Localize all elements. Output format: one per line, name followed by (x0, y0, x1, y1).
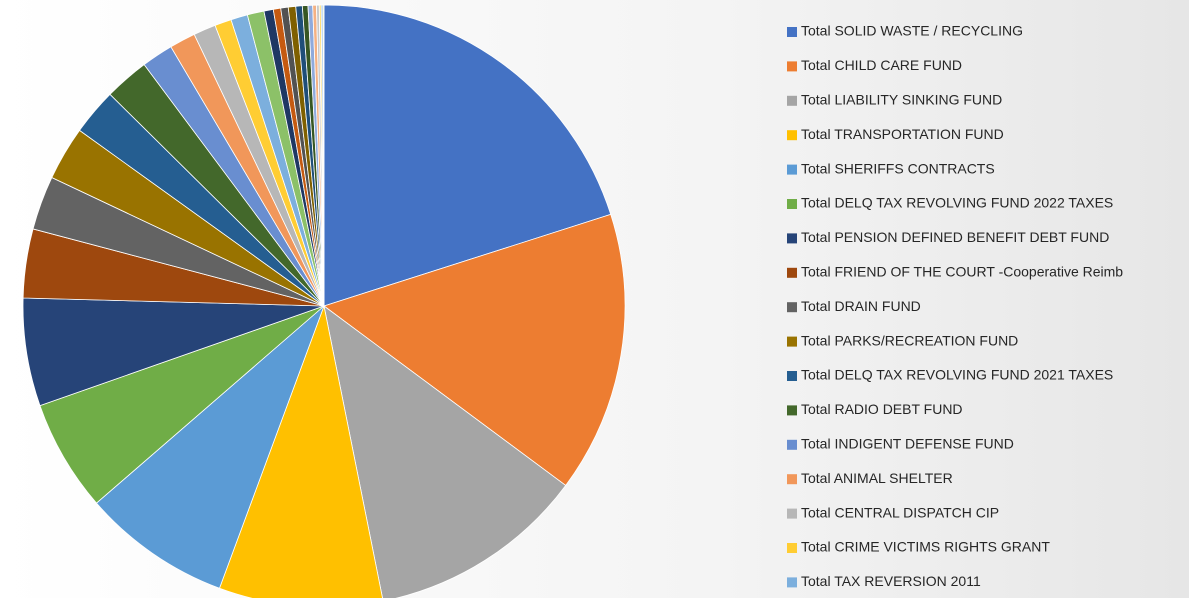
legend-label: Total DELQ TAX REVOLVING FUND 2021 TAXES (801, 367, 1113, 383)
legend-swatch (787, 199, 797, 209)
legend-label: Total DRAIN FUND (801, 298, 921, 314)
legend-label: Total TAX REVERSION 2011 (801, 573, 981, 589)
legend-swatch (787, 164, 797, 175)
legend-label: Total LIABILITY SINKING FUND (801, 92, 1002, 108)
legend-label: Total FRIEND OF THE COURT -Cooperative R… (801, 264, 1123, 280)
legend-swatch (787, 508, 797, 519)
pie-slice (95, 305, 325, 589)
legend-swatch (787, 130, 797, 141)
legend-swatch (787, 577, 797, 588)
legend-label: Total INDIGENT DEFENSE FUND (801, 436, 1014, 452)
legend-swatch (787, 302, 797, 313)
legend-swatch (787, 61, 797, 72)
legend-label: Total SHERIFFS CONTRACTS (801, 160, 995, 176)
pie-slice (218, 304, 383, 598)
legend-label: Total RADIO DEBT FUND (801, 401, 963, 417)
legend-label: Total TRANSPORTATION FUND (801, 126, 1004, 142)
legend-swatch (787, 27, 797, 37)
pie-slice (323, 213, 626, 486)
legend-swatch (787, 405, 797, 416)
legend-label: Total CENTRAL DISPATCH CIP (801, 504, 999, 520)
legend-swatch (787, 371, 797, 381)
legend-label: Total CRIME VICTIMS RIGHTS GRANT (801, 539, 1050, 555)
pie-slice (322, 4, 325, 307)
legend-swatch (787, 474, 797, 485)
legend-label: Total DELQ TAX REVOLVING FUND 2022 TAXES (801, 195, 1113, 211)
legend-label: Total SOLID WASTE / RECYCLING (801, 23, 1023, 39)
legend-swatch (787, 233, 797, 244)
legend-swatch (787, 267, 797, 278)
legend-swatch (787, 439, 797, 450)
legend-swatch (787, 336, 797, 347)
legend-label: Total ANIMAL SHELTER (801, 470, 953, 486)
legend-label: Total PARKS/RECREATION FUND (801, 332, 1018, 348)
pie-slice (323, 305, 567, 598)
legend-swatch (787, 543, 797, 553)
legend-swatch (787, 95, 797, 106)
legend-label: Total CHILD CARE FUND (801, 57, 962, 73)
legend-label: Total PENSION DEFINED BENEFIT DEBT FUND (801, 229, 1109, 245)
pie-slice (323, 4, 612, 307)
